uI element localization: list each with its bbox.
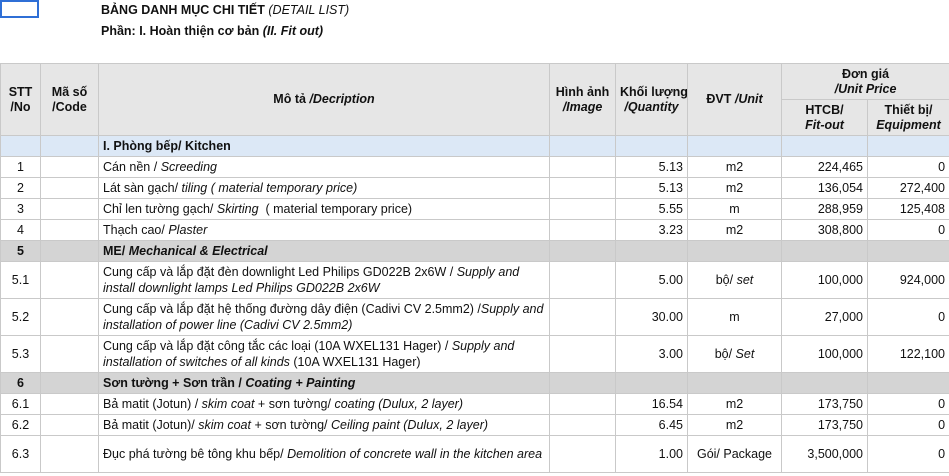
row-fitout[interactable]: 308,800 (781, 219, 868, 241)
detail-table: STT/No Mã số/Code Mô tả /Decription Hình… (0, 63, 949, 473)
row-unit[interactable]: m2 (687, 414, 782, 436)
row-no[interactable]: 2 (0, 177, 41, 199)
row-unit[interactable]: Gói/ Package (687, 435, 782, 473)
row-description[interactable]: Bả matit (Jotun)/ skim coat + sơn tường/… (98, 414, 550, 436)
row-quantity[interactable]: 30.00 (615, 298, 688, 336)
sheet-title: BẢNG DANH MỤC CHI TIẾT (DETAIL LIST) (101, 3, 349, 17)
row-no[interactable]: 6.2 (0, 414, 41, 436)
col-header-quantity[interactable]: Khối lượng/Quantity (615, 63, 688, 136)
row-no[interactable]: 3 (0, 198, 41, 220)
row-quantity[interactable]: 5.13 (615, 177, 688, 199)
col-header-description[interactable]: Mô tả /Decription (98, 63, 550, 136)
table-row: 6.1 Bả matit (Jotun) / skim coat + sơn t… (0, 393, 949, 415)
row-fitout[interactable]: 136,054 (781, 177, 868, 199)
row-description[interactable]: Đục phá tường bê tông khu bếp/ Demolitio… (98, 435, 550, 473)
row-description[interactable]: Lát sàn gạch/ tiling ( material temporar… (98, 177, 550, 199)
row-equipment[interactable]: 0 (866, 393, 949, 415)
row-fitout[interactable]: 224,465 (781, 156, 868, 178)
sheet-section-vi: Phần: I. Hoàn thiện cơ bản (101, 24, 260, 38)
row-no[interactable]: 6.1 (0, 393, 41, 415)
row-description[interactable]: Cung cấp và lắp đặt đèn downlight Led Ph… (98, 261, 550, 299)
sheet-section: Phần: I. Hoàn thiện cơ bản (II. Fit out) (101, 24, 323, 38)
row-equipment[interactable]: 924,000 (866, 261, 949, 299)
row-unit[interactable]: bộ/ set (687, 261, 782, 299)
table-row: 5.1 Cung cấp và lắp đặt đèn downlight Le… (0, 261, 949, 299)
row-no[interactable]: 5.3 (0, 335, 41, 373)
row-unit[interactable]: m2 (687, 156, 782, 178)
row-quantity[interactable]: 6.45 (615, 414, 688, 436)
row-fitout[interactable]: 27,000 (781, 298, 868, 336)
row-quantity[interactable]: 3.23 (615, 219, 688, 241)
row-fitout[interactable]: 100,000 (781, 261, 868, 299)
section-title[interactable]: I. Phòng bếp/ Kitchen (98, 135, 550, 157)
section-title[interactable]: ME/ Mechanical & Electrical (98, 240, 550, 262)
row-quantity[interactable]: 5.55 (615, 198, 688, 220)
row-quantity[interactable]: 5.00 (615, 261, 688, 299)
row-description[interactable]: Chỉ len tường gạch/ Skirting ( material … (98, 198, 550, 220)
row-equipment[interactable]: 0 (866, 298, 949, 336)
col-header-code[interactable]: Mã số/Code (40, 63, 99, 136)
row-description[interactable]: Thạch cao/ Plaster (98, 219, 550, 241)
table-row: 6.2 Bả matit (Jotun)/ skim coat + sơn tư… (0, 414, 949, 436)
row-fitout[interactable]: 173,750 (781, 414, 868, 436)
section-title[interactable]: Sơn tường + Sơn trần / Coating + Paintin… (98, 372, 550, 394)
table-row: 3 Chỉ len tường gạch/ Skirting ( materia… (0, 198, 949, 220)
table-row: 5.3 Cung cấp và lắp đặt công tắc các loạ… (0, 335, 949, 373)
row-description[interactable]: Cung cấp và lắp đặt hệ thống đường dây đ… (98, 298, 550, 336)
table-row: 2 Lát sàn gạch/ tiling ( material tempor… (0, 177, 949, 199)
row-quantity[interactable]: 16.54 (615, 393, 688, 415)
section-no[interactable]: 6 (0, 372, 41, 394)
col-header-equipment[interactable]: Thiết bị/Equipment (866, 99, 949, 136)
section-row-kitchen: I. Phòng bếp/ Kitchen (0, 135, 949, 157)
row-unit[interactable]: m2 (687, 393, 782, 415)
col-header-unit-price[interactable]: Đơn giá/Unit Price (780, 63, 949, 100)
row-no[interactable]: 6.3 (0, 435, 41, 473)
sheet-section-en: (II. Fit out) (262, 24, 324, 38)
table-row: 4 Thạch cao/ Plaster 3.23 m2 308,800 0 (0, 219, 949, 241)
selected-cell[interactable] (0, 0, 39, 18)
row-description[interactable]: Cán nền / Screeding (98, 156, 550, 178)
row-fitout[interactable]: 100,000 (781, 335, 868, 373)
row-equipment[interactable]: 0 (866, 435, 949, 473)
table-row: 6.3 Đục phá tường bê tông khu bếp/ Demol… (0, 435, 949, 473)
sheet-title-vi: BẢNG DANH MỤC CHI TIẾT (101, 3, 265, 17)
row-quantity[interactable]: 1.00 (615, 435, 688, 473)
row-unit[interactable]: m2 (687, 219, 782, 241)
row-quantity[interactable]: 3.00 (615, 335, 688, 373)
table-row: 1 Cán nền / Screeding 5.13 m2 224,465 0 (0, 156, 949, 178)
col-header-image[interactable]: Hình ảnh/Image (549, 63, 616, 136)
row-no[interactable]: 1 (0, 156, 41, 178)
row-unit[interactable]: bộ/ Set (687, 335, 782, 373)
col-header-unit[interactable]: ĐVT /Unit (687, 63, 782, 136)
row-quantity[interactable]: 5.13 (615, 156, 688, 178)
section-no[interactable]: 5 (0, 240, 41, 262)
row-fitout[interactable]: 288,959 (781, 198, 868, 220)
row-no[interactable]: 5.2 (0, 298, 41, 336)
row-fitout[interactable]: 173,750 (781, 393, 868, 415)
row-no[interactable]: 5.1 (0, 261, 41, 299)
sheet-title-en: (DETAIL LIST) (268, 3, 350, 17)
row-fitout[interactable]: 3,500,000 (781, 435, 868, 473)
row-unit[interactable]: m (687, 298, 782, 336)
row-equipment[interactable]: 0 (866, 156, 949, 178)
row-no[interactable]: 4 (0, 219, 41, 241)
col-header-no[interactable]: STT/No (0, 63, 41, 136)
row-unit[interactable]: m (687, 198, 782, 220)
row-description[interactable]: Bả matit (Jotun) / skim coat + sơn tường… (98, 393, 550, 415)
row-equipment[interactable]: 0 (866, 414, 949, 436)
row-equipment[interactable]: 125,408 (866, 198, 949, 220)
section-no[interactable] (0, 135, 41, 157)
section-row-painting: 6 Sơn tường + Sơn trần / Coating + Paint… (0, 372, 949, 394)
row-equipment[interactable]: 0 (866, 219, 949, 241)
table-row: 5.2 Cung cấp và lắp đặt hệ thống đường d… (0, 298, 949, 336)
section-row-me: 5 ME/ Mechanical & Electrical (0, 240, 949, 262)
row-unit[interactable]: m2 (687, 177, 782, 199)
row-equipment[interactable]: 272,400 (866, 177, 949, 199)
row-description[interactable]: Cung cấp và lắp đặt công tắc các loại (1… (98, 335, 550, 373)
row-equipment[interactable]: 122,100 (866, 335, 949, 373)
col-header-fitout[interactable]: HTCB/Fit-out (781, 99, 868, 136)
